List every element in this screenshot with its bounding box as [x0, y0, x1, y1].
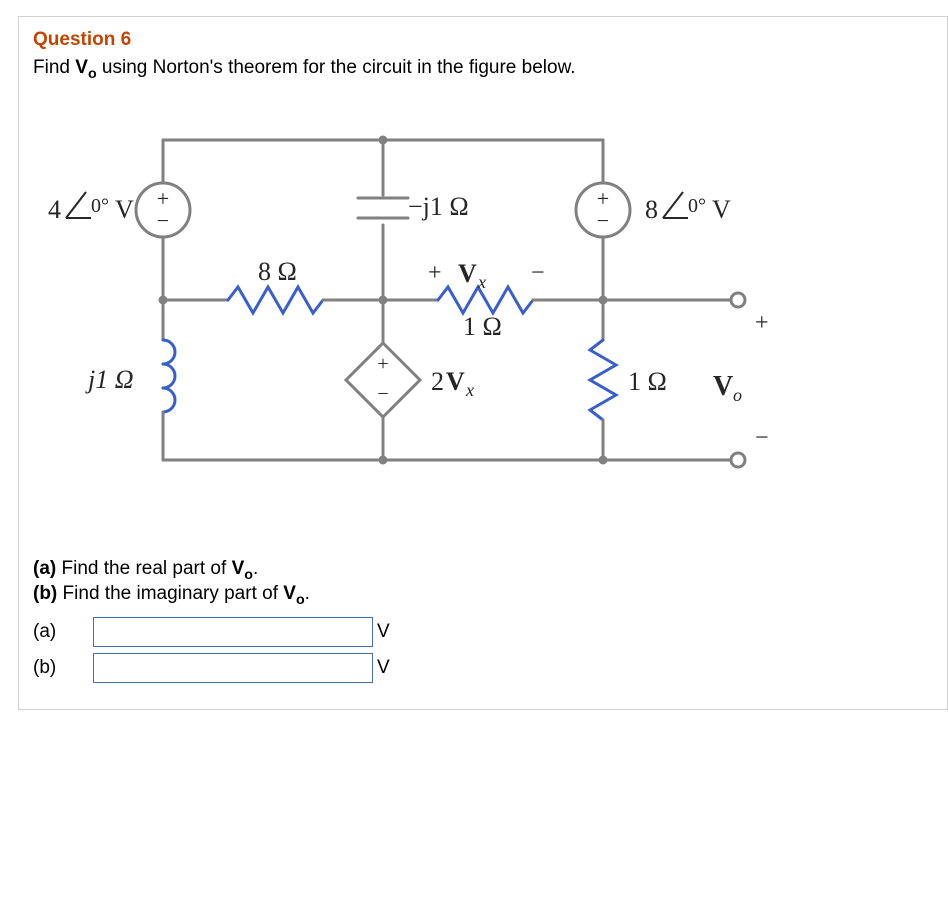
vx-minus: − [531, 260, 545, 286]
vo-plus: + [755, 310, 769, 336]
r1b-label: 1 Ω [628, 367, 667, 396]
answer-a-input[interactable] [93, 617, 373, 647]
vo-minus: − [755, 425, 769, 451]
vo-var: V [713, 371, 733, 402]
svg-text:V: V [446, 367, 465, 396]
subpart-a-label: (a) [33, 558, 56, 579]
vo-sub: o [733, 385, 742, 405]
answer-b-label: (b) [33, 657, 93, 679]
answer-row-b: (b) V [33, 653, 933, 683]
r1a-label: 1 Ω [463, 312, 502, 341]
vx-plus: + [428, 260, 442, 286]
v2-minus: − [597, 208, 609, 233]
svg-text:V: V [115, 195, 134, 224]
prompt-var-sub: o [88, 66, 97, 82]
answer-a-unit: V [377, 621, 390, 643]
svg-text:0°: 0° [91, 195, 109, 217]
answer-b-unit: V [377, 657, 390, 679]
question-number: Question 6 [33, 29, 933, 51]
prompt-rest: using Norton's theorem for the circuit i… [97, 57, 576, 78]
vx-sub: x [477, 272, 486, 292]
circuit-diagram: + − + − + − 4 0° V 8 [33, 100, 933, 526]
subpart-a-text: Find the real part of [56, 558, 231, 579]
subpart-a: (a) Find the real part of Vo. [33, 558, 933, 583]
subpart-a-period: . [253, 558, 258, 579]
vx-var: V [458, 259, 477, 288]
subpart-b-text: Find the imaginary part of [57, 583, 283, 604]
subpart-b: (b) Find the imaginary part of Vo. [33, 583, 933, 608]
svg-text:2: 2 [431, 367, 444, 396]
prompt-var: V [75, 57, 88, 78]
subpart-a-var: V [232, 558, 245, 579]
r8-label: 8 Ω [258, 257, 297, 286]
svg-text:0°: 0° [688, 195, 706, 217]
dep-label: 2 V x [431, 367, 474, 400]
answer-row-a: (a) V [33, 617, 933, 647]
v1-minus: − [157, 208, 169, 233]
answer-b-input[interactable] [93, 653, 373, 683]
cap-label: −j1 Ω [408, 192, 469, 221]
subpart-b-period: . [305, 583, 310, 604]
v2-label: 8 0° V [645, 192, 731, 224]
subpart-b-var: V [283, 583, 296, 604]
dep-plus: + [377, 353, 388, 375]
answer-a-label: (a) [33, 621, 93, 643]
svg-text:4: 4 [48, 195, 61, 224]
subpart-a-var-sub: o [244, 567, 253, 583]
svg-text:V: V [712, 195, 731, 224]
subpart-b-label: (b) [33, 583, 57, 604]
subpart-b-var-sub: o [296, 591, 305, 607]
svg-text:8: 8 [645, 195, 658, 224]
question-prompt: Find Vo using Norton's theorem for the c… [33, 57, 933, 82]
ind-label: j1 Ω [85, 365, 134, 394]
v1-label: 4 0° V [48, 192, 134, 224]
dep-minus: − [377, 383, 388, 405]
svg-text:x: x [465, 380, 474, 400]
prompt-prefix: Find [33, 57, 75, 78]
